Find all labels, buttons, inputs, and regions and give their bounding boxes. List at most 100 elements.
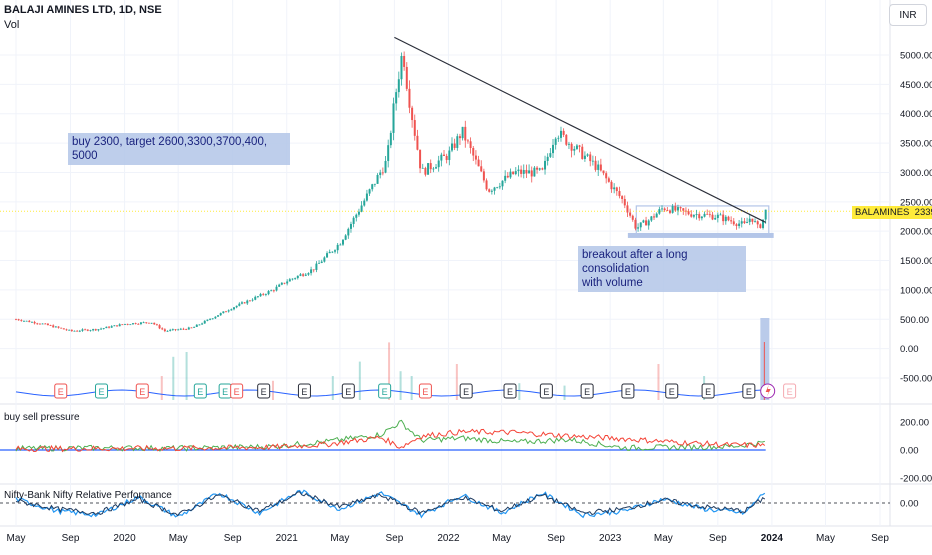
candle-body — [466, 140, 469, 142]
candle-body — [65, 329, 68, 331]
candle-body — [682, 208, 685, 211]
candle-body — [618, 191, 621, 197]
volume-bar — [410, 376, 413, 400]
candle-body — [554, 138, 557, 145]
candle-body — [214, 316, 217, 319]
candle-body — [573, 148, 576, 151]
candle-body — [86, 329, 89, 331]
buy-pressure-line — [15, 419, 765, 452]
candle-body — [270, 290, 273, 292]
candle-body — [161, 328, 164, 330]
candle-body — [730, 220, 733, 222]
chart-title: BALAJI AMINES LTD, 1D, NSE — [4, 4, 162, 16]
earnings-marker-label: E — [584, 387, 590, 397]
candle-body — [724, 216, 727, 222]
candle-body — [307, 273, 310, 275]
candle-body — [57, 326, 60, 328]
candle-body — [246, 300, 249, 304]
candle-body — [283, 282, 286, 284]
candle-body — [708, 214, 711, 216]
candle-body — [679, 207, 682, 209]
candle-body — [735, 224, 738, 226]
earnings-marker: E — [135, 383, 149, 399]
volume-bar — [657, 364, 660, 400]
candle-body — [198, 324, 201, 326]
candle-body — [28, 320, 31, 323]
candle-body — [73, 330, 76, 332]
candle-body — [254, 296, 257, 300]
candle-body — [259, 293, 262, 297]
earnings-marker: E — [218, 383, 232, 399]
volume-bar — [185, 352, 188, 400]
candle-body — [331, 251, 334, 253]
x-tick-label: Sep — [709, 533, 727, 544]
candle-body — [687, 211, 690, 215]
candle-body — [732, 221, 735, 225]
candle-body — [530, 170, 533, 177]
candle-body — [578, 145, 581, 147]
candle-body — [623, 198, 626, 206]
x-tick-label: Sep — [871, 533, 889, 544]
candle-body — [626, 205, 629, 213]
candle-body — [262, 293, 265, 295]
candle-body — [25, 320, 28, 322]
currency-button[interactable]: INR — [889, 4, 927, 26]
x-tick-label: May — [330, 533, 349, 544]
y-tick-label: 0.00 — [900, 344, 919, 355]
candle-body — [304, 274, 307, 276]
candle-body — [700, 216, 703, 219]
candle-body — [613, 187, 616, 190]
candle-body — [187, 327, 190, 330]
candle-body — [474, 155, 477, 160]
candle-body — [490, 190, 493, 192]
candle-body — [602, 170, 605, 174]
candle-body — [435, 167, 438, 169]
candle-body — [240, 302, 243, 304]
candle-body — [504, 175, 507, 181]
candle-body — [597, 164, 600, 170]
candle-body — [185, 329, 188, 330]
candle-body — [347, 228, 350, 236]
y-tick-label: 500.00 — [900, 315, 929, 326]
candle-body — [599, 164, 602, 171]
earnings-marker: E — [193, 383, 207, 399]
candle-body — [227, 310, 230, 312]
candle-body — [137, 323, 140, 325]
x-tick-label: 2020 — [113, 533, 136, 544]
candle-body — [78, 330, 81, 332]
candle-body — [278, 284, 281, 287]
candle-body — [33, 321, 36, 324]
candle-body — [371, 184, 374, 190]
candle-body — [373, 183, 376, 185]
volume-bar — [399, 371, 402, 400]
candle-body — [251, 299, 254, 301]
earnings-marker-label: E — [705, 387, 711, 397]
candle-body — [134, 323, 137, 324]
earnings-marker-box — [503, 383, 517, 399]
candle-body — [352, 217, 355, 224]
candle-body — [637, 227, 640, 229]
candle-body — [217, 315, 220, 317]
candle-body — [668, 210, 671, 213]
candle-body — [485, 180, 488, 190]
candle-body — [209, 319, 212, 320]
candlestick-series — [15, 51, 767, 333]
candle-body — [562, 130, 565, 135]
candle-body — [756, 221, 759, 225]
candle-body — [559, 130, 562, 138]
earnings-marker-box — [418, 383, 432, 399]
earnings-marker-label: E — [139, 387, 145, 397]
buy-note-callout: buy 2300, target 2600,3300,3700,400, 500… — [68, 133, 290, 165]
candle-body — [575, 145, 578, 149]
candle-body — [20, 320, 23, 322]
earnings-marker-box — [580, 383, 594, 399]
candle-body — [549, 153, 552, 157]
candle-body — [291, 278, 294, 280]
candle-body — [232, 307, 235, 310]
x-tick-label: Sep — [62, 533, 80, 544]
earnings-marker: E — [539, 383, 553, 399]
earnings-marker: E — [378, 383, 392, 399]
earnings-marker-label: E — [787, 387, 793, 397]
